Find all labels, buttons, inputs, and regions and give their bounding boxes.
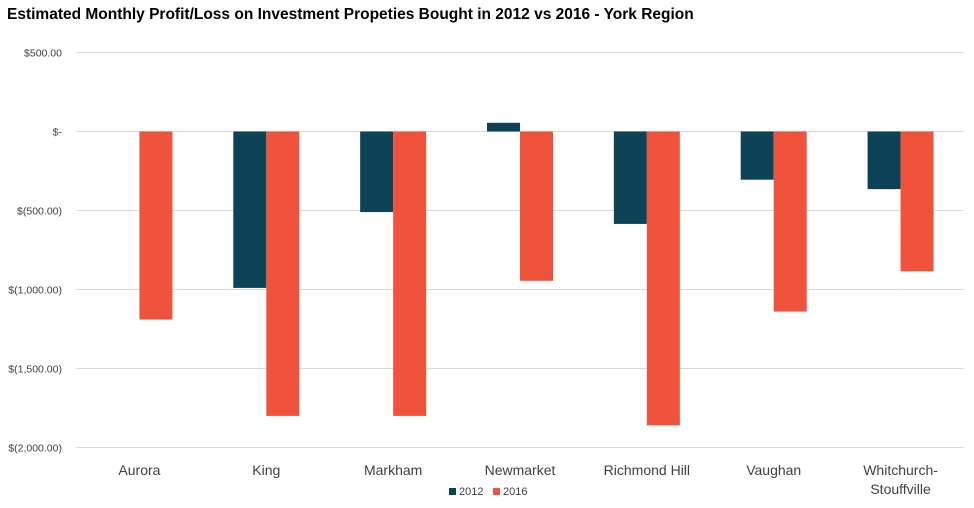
bar-2012: [740, 131, 774, 180]
x-tick-label: Markham: [364, 462, 422, 478]
bar-2012: [233, 131, 267, 288]
bar-2012: [867, 131, 901, 190]
legend: 2012 2016: [449, 486, 527, 498]
bars: [139, 122, 934, 426]
bar-2016: [139, 131, 173, 320]
legend-label-2016: 2016: [503, 486, 527, 498]
x-axis-tick-labels: Aurora King Markham Newmarket Richmond Hill V…: [118, 462, 938, 497]
legend-swatch-2012: [449, 488, 456, 495]
bar-2012: [360, 131, 394, 213]
y-axis-tick-labels: $500.00 $- $(500.00) $(1,000.00) $(1,500.00)…: [8, 48, 62, 455]
chart-title: Estimated Monthly Profit/Loss on Investm…: [7, 6, 694, 23]
y-tick-label: $(1,500.00): [8, 364, 62, 376]
y-tick-label: $500.00: [24, 48, 62, 60]
bar-2016: [520, 131, 553, 281]
y-tick-label: $(2,000.00): [8, 443, 62, 455]
x-tick-label: King: [252, 462, 280, 478]
x-tick-label: Whitchurch-: [863, 462, 938, 478]
bar-2016: [646, 131, 680, 426]
x-tick-label: Stouffville: [870, 481, 931, 497]
y-tick-label: $-: [53, 127, 63, 139]
bar-2012: [487, 122, 520, 132]
bar-2016: [900, 131, 934, 272]
x-tick-label: Richmond Hill: [604, 462, 690, 478]
bar-2016: [266, 131, 300, 416]
x-tick-label: Aurora: [118, 462, 160, 478]
legend-swatch-2016: [493, 488, 500, 495]
x-tick-label: Newmarket: [485, 462, 556, 478]
x-tick-label: Vaughan: [746, 462, 801, 478]
y-tick-label: $(1,000.00): [8, 285, 62, 297]
y-tick-label: $(500.00): [17, 206, 62, 218]
bar-2016: [393, 131, 427, 416]
bar-2012: [613, 131, 647, 224]
bar-2016: [773, 131, 807, 312]
legend-label-2012: 2012: [459, 486, 483, 498]
